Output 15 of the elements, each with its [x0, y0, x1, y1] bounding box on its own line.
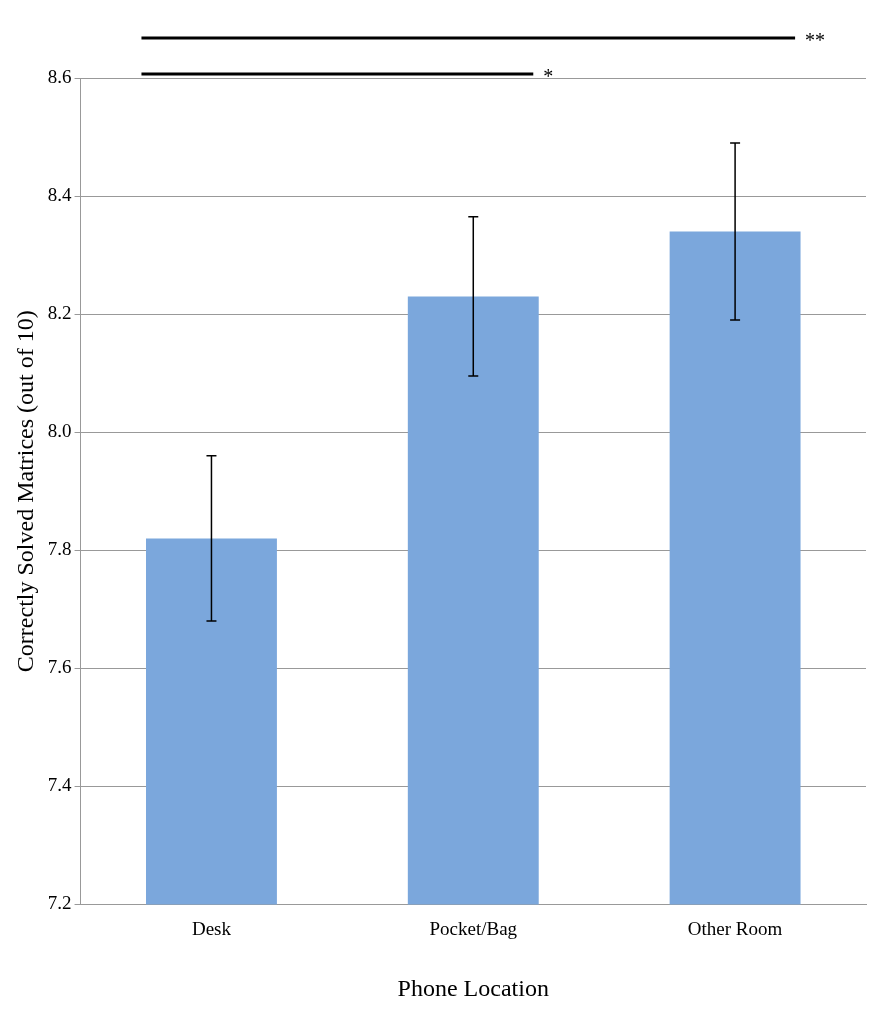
y-tick-label: 7.6: [47, 656, 72, 678]
y-tick-label: 7.8: [47, 538, 72, 560]
text: **: [805, 29, 826, 52]
x-axis-title: Phone Location: [397, 974, 549, 1001]
y-axis-title: Correctly Solved Matrices (out of 10): [11, 310, 38, 673]
y-tick-label: 8.0: [47, 420, 72, 442]
x-tick-label: Other Room: [687, 917, 783, 939]
x-tick-label: Pocket/Bag: [429, 917, 518, 939]
x-tick-label: Desk: [191, 917, 232, 939]
y-tick-label: 7.2: [47, 892, 72, 914]
y-tick-label: 8.2: [47, 302, 72, 324]
annotation: *: [543, 65, 554, 88]
y-tick-label: 7.4: [47, 774, 73, 796]
y-tick-label: 8.6: [47, 65, 72, 87]
y-tick-label: 8.4: [47, 184, 73, 206]
